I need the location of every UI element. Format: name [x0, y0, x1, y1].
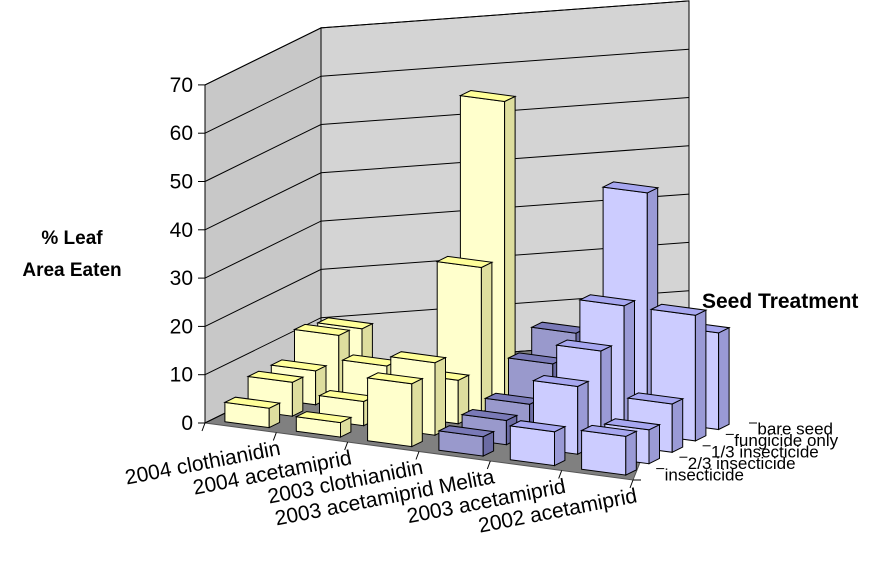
y-tick-label: 0	[181, 412, 193, 435]
y-axis-label-line-1: % Leaf	[41, 228, 103, 249]
gridline	[204, 241, 690, 327]
bar-top-face	[246, 370, 305, 383]
bar-side-face	[291, 376, 304, 418]
gridline	[204, 193, 690, 279]
bar	[365, 372, 424, 448]
x-tick-mark	[272, 432, 277, 441]
x-tick-mark	[558, 470, 563, 479]
bar-top-face	[579, 424, 639, 437]
gridline	[204, 97, 690, 182]
bar-side-face	[625, 430, 637, 476]
bar-top-face	[626, 392, 685, 405]
y-tick-label: 50	[170, 171, 193, 194]
y-tick-label: 30	[170, 267, 193, 290]
x-tick-mark	[344, 441, 349, 451]
bar-top-face	[649, 303, 708, 316]
bar-side-face	[671, 397, 684, 454]
bar-top-face	[223, 396, 282, 409]
bar-side-face	[411, 377, 423, 448]
z-series-label: insecticide	[665, 465, 744, 484]
chart-labels: % Leaf Area Eaten Seed Treatment 0 10 20 30…	[22, 74, 858, 538]
bar-side-face	[480, 261, 493, 414]
bar-side-face	[434, 356, 446, 437]
x-tick-mark	[415, 451, 420, 460]
bar-front-face	[509, 425, 555, 467]
bar	[294, 411, 353, 438]
bar-top-face	[315, 317, 375, 330]
z-series-label: 1/3 insecticide	[711, 443, 819, 462]
bar-top-face	[554, 339, 614, 352]
bar-side-face	[554, 425, 566, 467]
bar-top-face	[269, 359, 328, 372]
y-tick-label: 10	[170, 364, 193, 387]
bar-front-face	[367, 377, 413, 448]
bar-top-face	[437, 425, 496, 438]
x-tick-mark	[486, 460, 491, 470]
z-series-label: 2/3 insecticide	[688, 454, 796, 473]
y-axis-label-line-2: Area Eaten	[22, 260, 121, 281]
bar-top-face	[460, 408, 519, 422]
x-tick-mark	[629, 479, 634, 489]
y-tick-label: 60	[170, 122, 193, 145]
bar-top-face	[292, 323, 351, 336]
bar-top-face	[508, 420, 567, 433]
bar-top-face	[603, 418, 662, 431]
gridline	[204, 290, 690, 376]
z-series-label: bare seed	[757, 420, 833, 439]
y-tick-label: 70	[170, 74, 193, 97]
bar-side-face	[694, 309, 707, 442]
bar-top-face	[601, 181, 660, 194]
bar-top-face	[389, 351, 448, 364]
bar	[437, 425, 496, 457]
bar	[508, 420, 567, 467]
y-tick-label: 40	[170, 219, 193, 242]
gridline	[204, 0, 690, 86]
gridline	[204, 48, 690, 134]
x-tick-mark	[201, 422, 206, 432]
bar-top-face	[365, 372, 424, 385]
bar-side-face	[718, 326, 730, 431]
bar-top-face	[531, 374, 590, 388]
bar-top-face	[458, 89, 517, 103]
bar-side-face	[648, 423, 660, 465]
z-series-label: fungicide only	[734, 431, 838, 450]
bar-top-face	[294, 411, 353, 424]
bar-front-face	[581, 429, 627, 476]
gridline	[204, 145, 690, 231]
bar	[579, 424, 639, 476]
z-axis-title: Seed Treatment	[702, 290, 858, 313]
bar-top-face	[435, 255, 494, 269]
y-tick-label: 20	[170, 315, 193, 338]
chart-bars	[223, 89, 731, 476]
bar	[223, 396, 282, 429]
bar-top-face	[578, 294, 637, 307]
